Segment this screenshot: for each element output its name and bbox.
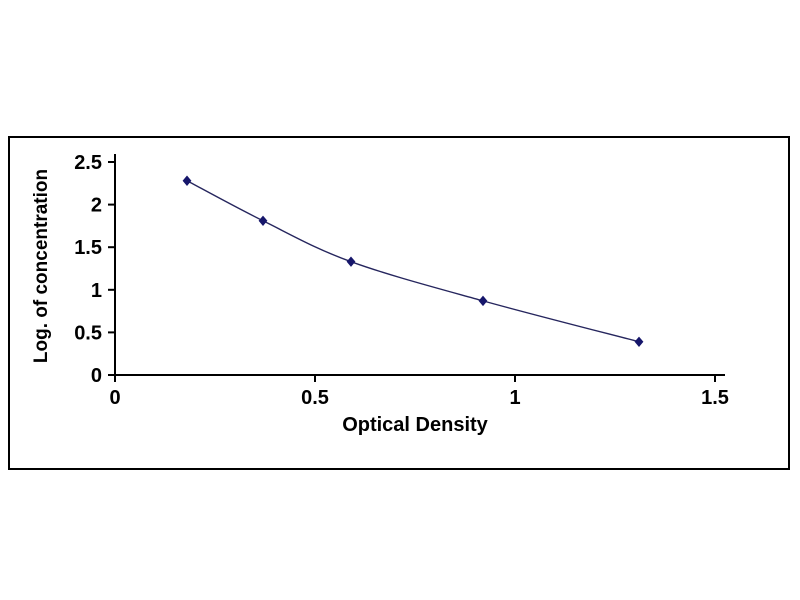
x-axis-title: Optical Density <box>342 414 488 436</box>
x-tick-label: 0 <box>109 387 120 409</box>
x-tick-label: 1.5 <box>701 387 729 409</box>
curve-line <box>186 180 640 343</box>
y-tick-label: 1 <box>91 280 102 302</box>
y-tick-label: 2 <box>91 195 102 217</box>
standard-curve-chart: 0 0.5 1 1.5 0 0.5 1 1.5 2 2.5 Optical Density Log… <box>8 136 790 470</box>
y-axis-title: Log. of concentration <box>31 168 52 364</box>
x-tick-label: 0.5 <box>301 387 329 409</box>
x-tick-label: 1 <box>509 387 520 409</box>
data-point-marker <box>346 256 356 267</box>
y-tick-label: 0 <box>91 365 102 387</box>
plot-svg: 0 0.5 1 1.5 0 0.5 1 1.5 2 2.5 <box>74 152 729 409</box>
data-point-marker <box>478 295 488 307</box>
y-tick-label: 1.5 <box>74 237 102 259</box>
data-point-marker <box>182 175 192 186</box>
y-tick-label: 2.5 <box>74 152 102 174</box>
data-point-marker <box>258 215 268 226</box>
y-tick-label: 0.5 <box>74 322 102 344</box>
data-point-marker <box>634 336 644 347</box>
